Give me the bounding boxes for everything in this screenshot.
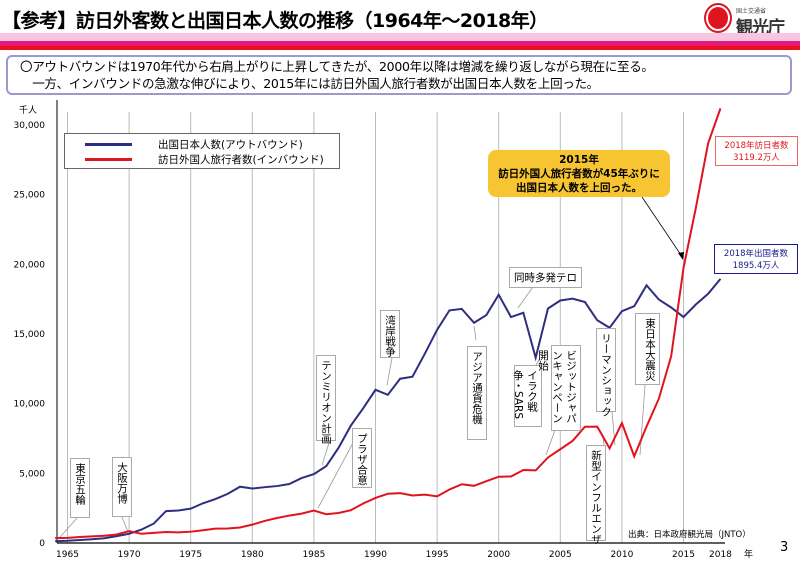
legend-item-outbound: 出国日本人数(アウトバウンド) (65, 137, 303, 151)
annotation-gulf-war: 湾岸戦争 (380, 310, 400, 358)
x-tick-label: 2015 (672, 550, 695, 560)
y-tick-label: 20,000 (14, 260, 46, 270)
summary-box: 〇アウトバウンドは1970年代から右肩上がりに上昇してきたが、2000年以降は増… (6, 55, 792, 95)
inbound-2018-value: 3119.2万人 (733, 153, 780, 163)
outbound-2018-value: 1895.4万人 (732, 261, 780, 271)
annotation-iraq-war-sars: イラク戦争・SARS (512, 365, 542, 427)
x-tick-label: 2010 (610, 550, 633, 560)
x-tick-label: 2005 (549, 550, 572, 560)
highlight-line-2: 出国日本人数を上回った。 (516, 182, 642, 194)
x-tick-label: 1965 (56, 550, 79, 560)
annotation-ten-million-plan: テンミリオン計画 (316, 355, 336, 444)
legend-label-inbound: 訪日外国人旅行者数(インバウンド) (158, 153, 324, 166)
logo-circle-icon (706, 5, 730, 31)
annotation-tokyo-olympics: 東京五輪 (70, 458, 90, 518)
inbound-2018-title: 2018年訪日者数 (724, 141, 789, 151)
x-tick-label: 1990 (364, 550, 387, 560)
source-note: 出典：日本政府観光局（JNTO） (628, 530, 751, 540)
legend-swatch-outbound (85, 142, 132, 146)
summary-line-2: 一方、インバウンドの急激な伸びにより、2015年には訪日外国人旅行者数が出国日本… (20, 76, 599, 91)
summary-line-1: 〇アウトバウンドは1970年代から右肩上がりに上昇してきたが、2000年以降は増… (20, 59, 654, 74)
header-band-magenta (0, 41, 800, 46)
x-tick-label: 1975 (179, 550, 202, 560)
annotation-asian-financial-crisis: アジア通貨危機 (467, 346, 487, 440)
x-axis-unit: 年 (744, 548, 753, 560)
x-tick-label: 1980 (241, 550, 264, 560)
arrowhead-icon (678, 252, 684, 260)
legend-swatch-inbound (85, 157, 132, 161)
x-tick-label: 1995 (426, 550, 449, 560)
annotation-9-11-terror: 同時多発テロ (509, 267, 582, 288)
y-tick-label: 0 (39, 539, 45, 549)
x-tick-label: 1985 (302, 550, 325, 560)
logo-ministry-text: 国土交通省 (736, 8, 767, 15)
page-number: 3 (780, 540, 789, 555)
highlight-year: 2015年 (559, 154, 599, 166)
header-band-pink (0, 33, 800, 41)
outbound-2018-label: 2018年出国者数 1895.4万人 (714, 244, 798, 274)
x-tick-label: 2018 (709, 550, 732, 560)
inbound-2018-label: 2018年訪日者数 3119.2万人 (715, 136, 798, 166)
highlight-callout-2015: 2015年 訪日外国人旅行者数が45年ぶりに 出国日本人数を上回った。 (488, 150, 670, 197)
callout-pointer (386, 357, 393, 386)
callout-pointer (59, 516, 79, 538)
annotation-great-east-japan-earthquake: 東日本大震災 (635, 313, 660, 385)
y-tick-label: 30,000 (14, 121, 46, 131)
series-line-outbound (55, 278, 722, 543)
callout-pointer (121, 516, 129, 533)
callout-pointer (517, 283, 536, 309)
annotation-new-influenza: 新型インフルエンザ (586, 445, 606, 545)
callout-pointer (639, 384, 646, 456)
y-tick-label: 25,000 (14, 191, 46, 201)
callout-pointer (535, 357, 541, 366)
header-band-red (0, 46, 800, 50)
y-tick-label: 15,000 (14, 330, 46, 340)
annotation-visit-japan-campaign: ビジットジャパンキャンペーン開始 (537, 345, 581, 431)
x-tick-label: 2000 (487, 550, 510, 560)
y-tick-label: 10,000 (14, 400, 46, 410)
annotation-plaza-accord: プラザ合意 (352, 428, 372, 488)
chart-legend: 出国日本人数(アウトバウンド) 訪日外国人旅行者数(インバウンド) (64, 133, 340, 169)
y-tick-label: 5,000 (19, 469, 45, 479)
y-axis-unit: 千人 (19, 106, 38, 116)
annotation-lehman-shock: リーマンショック (596, 328, 616, 417)
callout-pointer (545, 429, 556, 456)
legend-item-inbound: 訪日外国人旅行者数(インバウンド) (65, 152, 324, 166)
outbound-2018-title: 2018年出国者数 (723, 249, 789, 259)
annotation-osaka-expo: 大阪万博 (112, 457, 132, 517)
x-tick-label: 1970 (118, 550, 141, 560)
callout-pointer (321, 439, 331, 466)
legend-label-outbound: 出国日本人数(アウトバウンド) (158, 138, 303, 151)
highlight-line-1: 訪日外国人旅行者数が45年ぶりに (498, 168, 660, 180)
series-line-inbound (55, 108, 722, 540)
callout-pointer (473, 325, 477, 341)
page-title: 【参考】訪日外客数と出国日本人数の推移（1964年～2018年） (2, 10, 548, 32)
highlight-arrow (641, 196, 684, 259)
